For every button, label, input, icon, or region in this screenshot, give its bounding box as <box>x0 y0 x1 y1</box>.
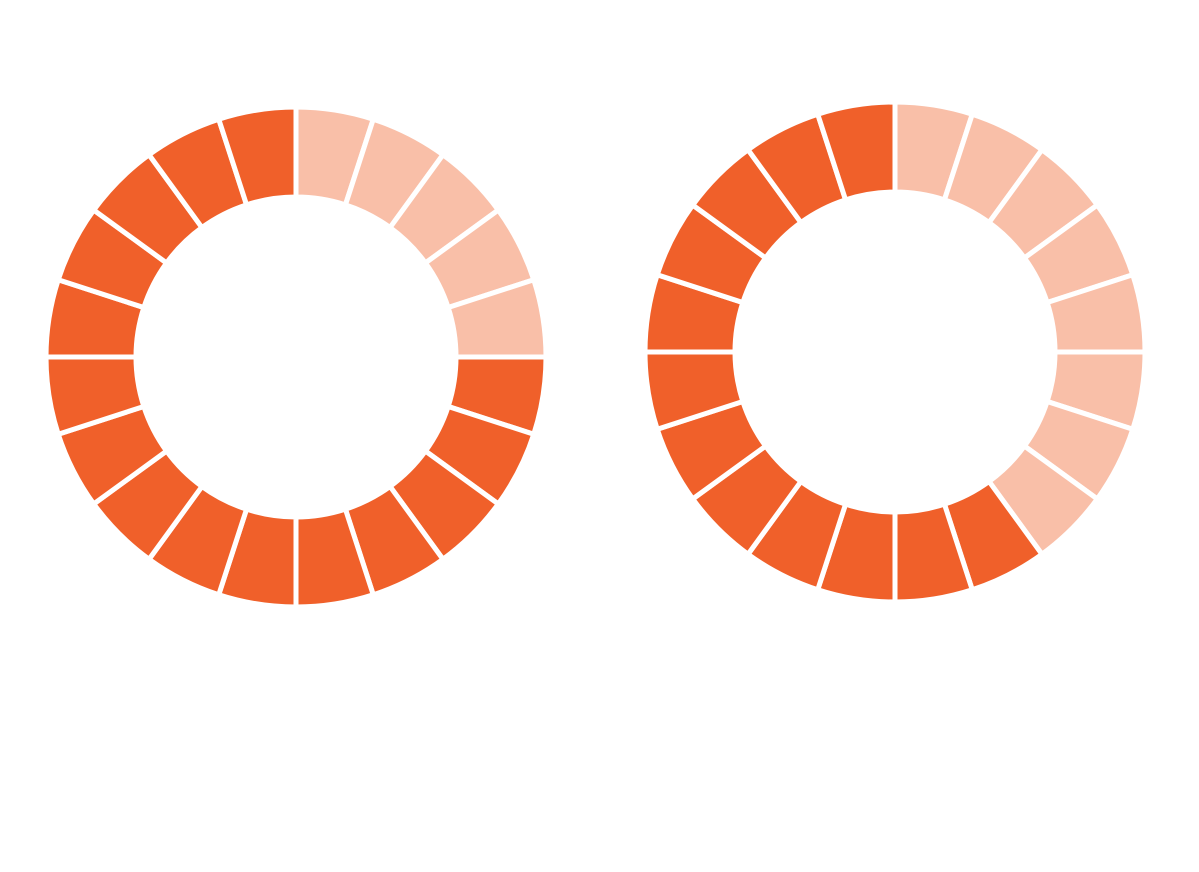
segment <box>814 99 898 203</box>
segment <box>215 104 299 208</box>
donut <box>642 99 1148 605</box>
donut <box>43 104 549 610</box>
